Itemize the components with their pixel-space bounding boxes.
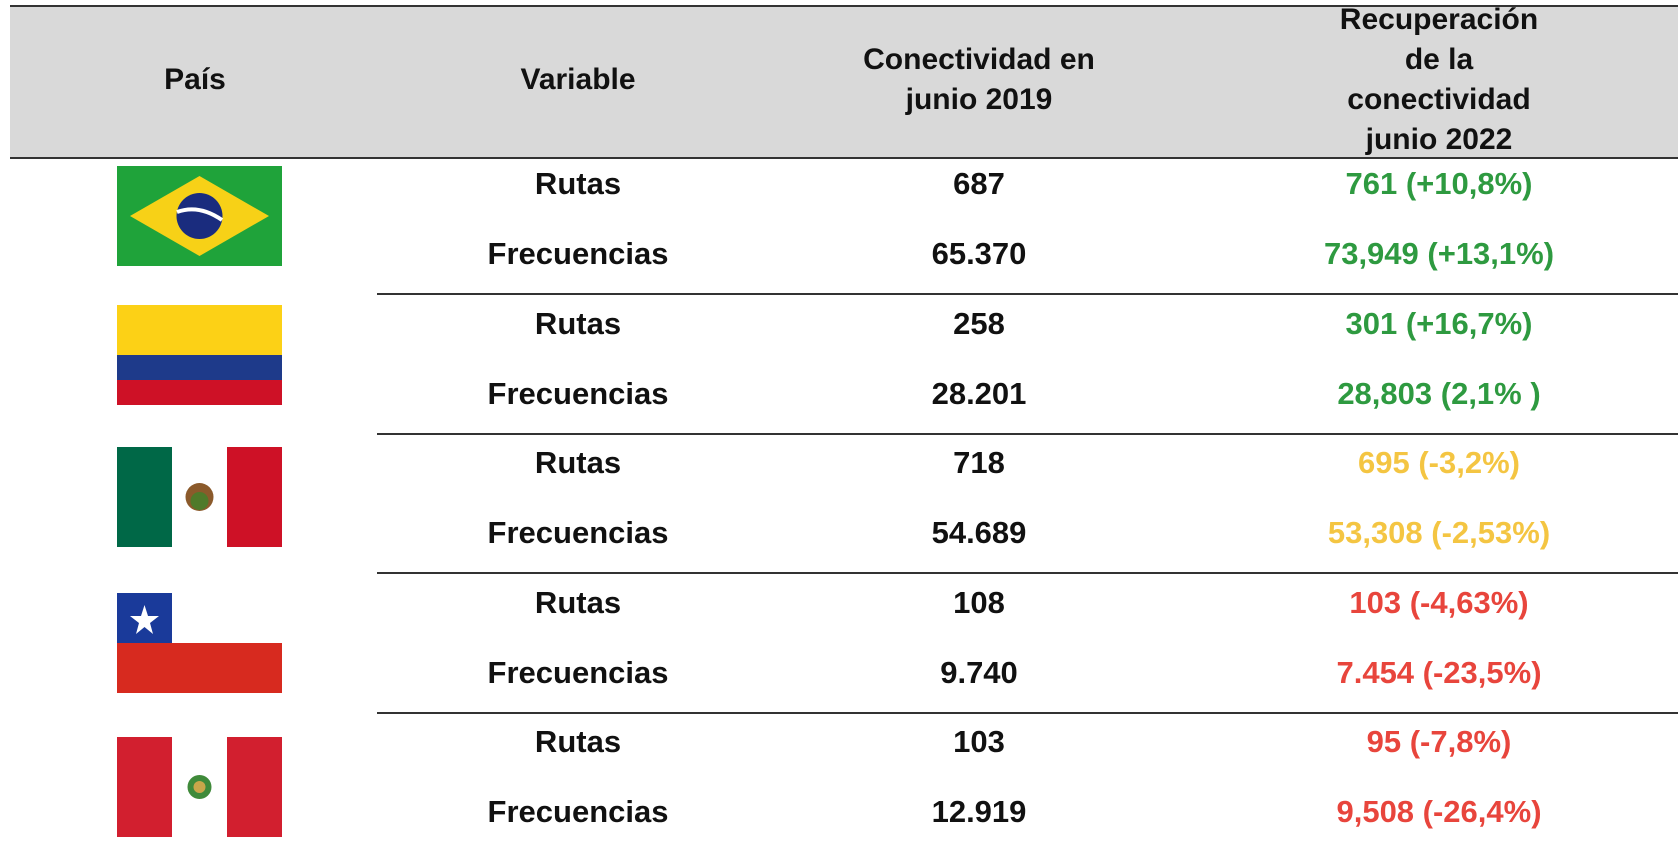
variable-cell: Frecuencias (487, 236, 669, 271)
recovery-cell: 73,949 (+13,1%) (1323, 236, 1555, 271)
variable-cell: Rutas (534, 305, 622, 341)
recovery-cell: 7.454 (-23,5%) (1336, 654, 1542, 690)
header-cell: Variable (520, 63, 636, 96)
baseline-cell: 718 (953, 445, 1005, 480)
recovery-cell: 695 (-3,2%) (1358, 445, 1520, 480)
header-cell: Recuperación de la conectividad junio 20… (1339, 3, 1539, 156)
flag-brazil (117, 166, 282, 266)
baseline-cell: 108 (953, 584, 1005, 620)
header-cell: Conectividad en junio 2019 (863, 43, 1095, 116)
variable-cell: Frecuencias (487, 794, 669, 829)
baseline-cell: 65.370 (931, 236, 1027, 271)
header-cell: País (164, 63, 226, 96)
baseline-cell: 28.201 (931, 375, 1027, 411)
recovery-cell: 53,308 (-2,53%) (1327, 515, 1551, 550)
variable-cell: Rutas (534, 584, 622, 620)
row-separator (377, 432, 1678, 435)
row-separator (377, 572, 1678, 574)
recovery-cell: 103 (-4,63%) (1349, 584, 1529, 620)
variable-cell: Rutas (534, 724, 622, 759)
baseline-cell: 12.919 (931, 794, 1027, 829)
baseline-cell: 9.740 (940, 654, 1018, 690)
flag-mexico (117, 447, 282, 547)
variable-cell: Frecuencias (487, 654, 669, 690)
baseline-cell: 54.689 (931, 515, 1027, 550)
recovery-cell: 301 (+16,7%) (1345, 305, 1533, 341)
recovery-cell: 95 (-7,8%) (1366, 724, 1512, 759)
baseline-cell: 687 (953, 166, 1005, 201)
variable-cell: Frecuencias (487, 515, 669, 550)
recovery-cell: 28,803 (2,1% ) (1337, 375, 1541, 411)
flag-chile (117, 593, 282, 693)
recovery-cell: 761 (+10,8%) (1345, 166, 1533, 201)
header-band (10, 5, 1678, 159)
baseline-cell: 103 (953, 724, 1005, 759)
flag-colombia (117, 305, 282, 405)
row-separator (377, 293, 1678, 295)
variable-cell: Frecuencias (487, 375, 669, 411)
variable-cell: Rutas (534, 166, 622, 201)
baseline-cell: 258 (953, 305, 1005, 341)
recovery-cell: 9,508 (-26,4%) (1336, 794, 1542, 829)
flag-peru (117, 737, 282, 837)
row-separator (377, 711, 1678, 714)
variable-cell: Rutas (534, 445, 622, 480)
